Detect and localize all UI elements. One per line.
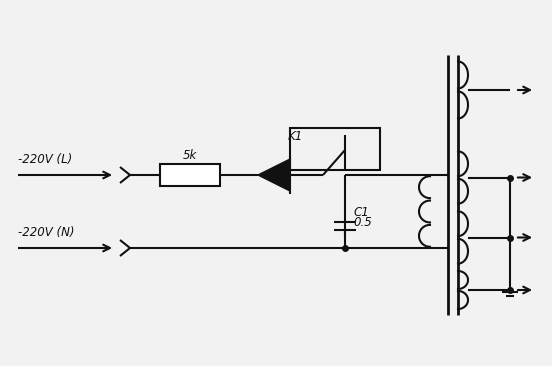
Text: C1: C1 [353,206,369,220]
Text: 5k: 5k [183,149,197,162]
Polygon shape [258,159,290,191]
Text: -220V (L): -220V (L) [18,153,72,166]
Text: -220V (N): -220V (N) [18,226,75,239]
Text: K1: K1 [288,130,303,143]
Bar [160,164,220,186]
Text: 0.5: 0.5 [353,217,371,229]
Bar [290,128,380,170]
